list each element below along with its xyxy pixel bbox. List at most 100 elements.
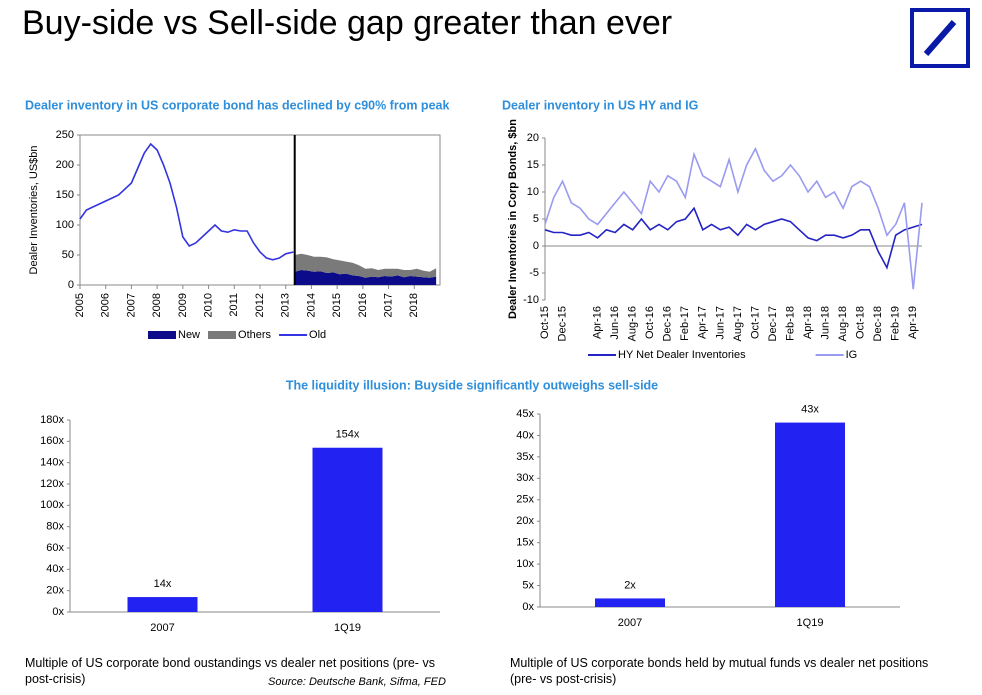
y-tick-label: 15	[527, 159, 539, 171]
x-tick-label: 2016	[357, 293, 369, 317]
y-tick-label: 10	[527, 186, 539, 198]
x-tick-label: Jun-16	[609, 306, 621, 340]
y-tick-label: -10	[523, 294, 539, 306]
x-tick-label: Oct-16	[644, 306, 656, 339]
x-tick-label: Apr-19	[907, 306, 919, 339]
y-tick-label: 0x	[522, 601, 534, 613]
y-tick-label: 180x	[40, 414, 64, 426]
x-tick-label: 2008	[151, 293, 163, 317]
y-tick-label: 20x	[46, 585, 64, 597]
caption: Multiple of US corporate bond oustanding…	[25, 656, 435, 686]
y-tick-label: 0x	[52, 606, 64, 618]
y-tick-label: 80x	[46, 521, 64, 533]
legend-label: HY Net Dealer Inventories	[618, 349, 746, 361]
y-tick-label: 40x	[46, 563, 64, 575]
x-tick-label: Apr-18	[802, 306, 814, 339]
bar	[312, 447, 383, 612]
x-tick-label: 2015	[331, 293, 343, 317]
x-tick-label: Apr-16	[592, 306, 604, 339]
y-tick-label: 20	[527, 132, 539, 144]
x-tick-label: 2009	[177, 293, 189, 317]
x-tick-label: Feb-19	[890, 306, 902, 341]
y-tick-label: 5x	[522, 579, 534, 591]
x-tick-label: 2005	[74, 293, 86, 317]
legend-label: Old	[309, 329, 326, 341]
source: Source: Deutsche Bank, Sifma, FED	[268, 676, 446, 688]
x-tick-label: Oct-18	[855, 306, 867, 339]
x-tick-label: Oct-17	[749, 306, 761, 339]
chart-title: Dealer inventory in US HY and IG	[502, 98, 698, 112]
y-axis-label: Dealer Inventories in Corp Bonds, $bn	[507, 119, 519, 319]
value-label: 154x	[336, 429, 360, 441]
y-tick-label: 35x	[516, 451, 534, 463]
line	[544, 206, 923, 270]
section-heading: The liquidity illusion: Buyside signific…	[286, 378, 658, 392]
y-tick-label: 20x	[516, 515, 534, 527]
x-tick-label: 2010	[202, 293, 214, 317]
y-tick-label: 50	[62, 249, 74, 261]
y-tick-label: 100x	[40, 499, 64, 511]
value-label: 43x	[801, 403, 819, 415]
y-tick-label: 0	[533, 240, 539, 252]
y-tick-label: 60x	[46, 542, 64, 554]
x-tick-label: 2014	[305, 293, 317, 317]
chart-title: Dealer inventory in US corporate bond ha…	[25, 98, 449, 112]
area	[294, 253, 437, 278]
x-tick-label: Dec-16	[662, 306, 674, 341]
y-tick-label: 120x	[40, 478, 64, 490]
legend-label: New	[178, 329, 200, 341]
plot-frame	[79, 134, 441, 286]
line	[79, 142, 294, 261]
x-tick-label: Aug-16	[627, 306, 639, 341]
y-tick-label: 200	[56, 159, 74, 171]
x-tick-label: 2011	[228, 293, 240, 317]
x-tick-label: Dec-15	[556, 306, 568, 341]
x-tick-label: Dec-17	[767, 306, 779, 341]
x-tick-label: 2018	[408, 293, 420, 317]
x-tick-label: 2017	[382, 293, 394, 317]
y-tick-label: 0	[68, 279, 74, 291]
value-label: 2x	[624, 579, 636, 591]
legend-label: Others	[238, 329, 272, 341]
y-tick-label: -5	[529, 267, 539, 279]
x-tick-label: 1Q19	[797, 617, 824, 629]
x-tick-label: 2007	[150, 622, 174, 634]
y-tick-label: 250	[56, 129, 74, 141]
x-tick-label: Oct-15	[539, 306, 551, 339]
legend-swatch	[208, 331, 237, 339]
x-tick-label: Jun-17	[714, 306, 726, 340]
x-tick-label: Feb-17	[679, 306, 691, 341]
x-tick-label: Feb-18	[784, 306, 796, 341]
area	[294, 270, 437, 285]
y-tick-label: 100	[56, 219, 74, 231]
bar	[595, 598, 665, 607]
logo-slash	[923, 20, 957, 56]
line	[544, 146, 923, 290]
y-tick-label: 15x	[516, 537, 534, 549]
page-title: Buy-side vs Sell-side gap greater than e…	[22, 4, 673, 42]
bar	[775, 422, 845, 607]
logo	[910, 8, 970, 68]
x-tick-label: 2013	[280, 293, 292, 317]
x-tick-label: Aug-17	[732, 306, 744, 341]
x-tick-label: 1Q19	[334, 622, 361, 634]
bar	[127, 597, 198, 612]
x-tick-label: 2007	[618, 617, 642, 629]
x-tick-label: Apr-17	[697, 306, 709, 339]
y-tick-label: 45x	[516, 408, 534, 420]
y-axis-label: Dealer Inventories, US$bn	[28, 145, 40, 274]
legend-swatch	[148, 331, 176, 339]
x-tick-label: Dec-18	[872, 306, 884, 341]
x-tick-label: 2006	[100, 293, 112, 317]
legend-label: IG	[846, 349, 858, 361]
value-label: 14x	[154, 578, 172, 590]
x-tick-label: Aug-18	[837, 306, 849, 341]
y-tick-label: 30x	[516, 472, 534, 484]
y-tick-label: 160x	[40, 435, 64, 447]
y-tick-label: 140x	[40, 457, 64, 469]
x-tick-label: 2007	[125, 293, 137, 317]
x-tick-label: 2012	[254, 293, 266, 317]
y-tick-label: 5	[533, 213, 539, 225]
